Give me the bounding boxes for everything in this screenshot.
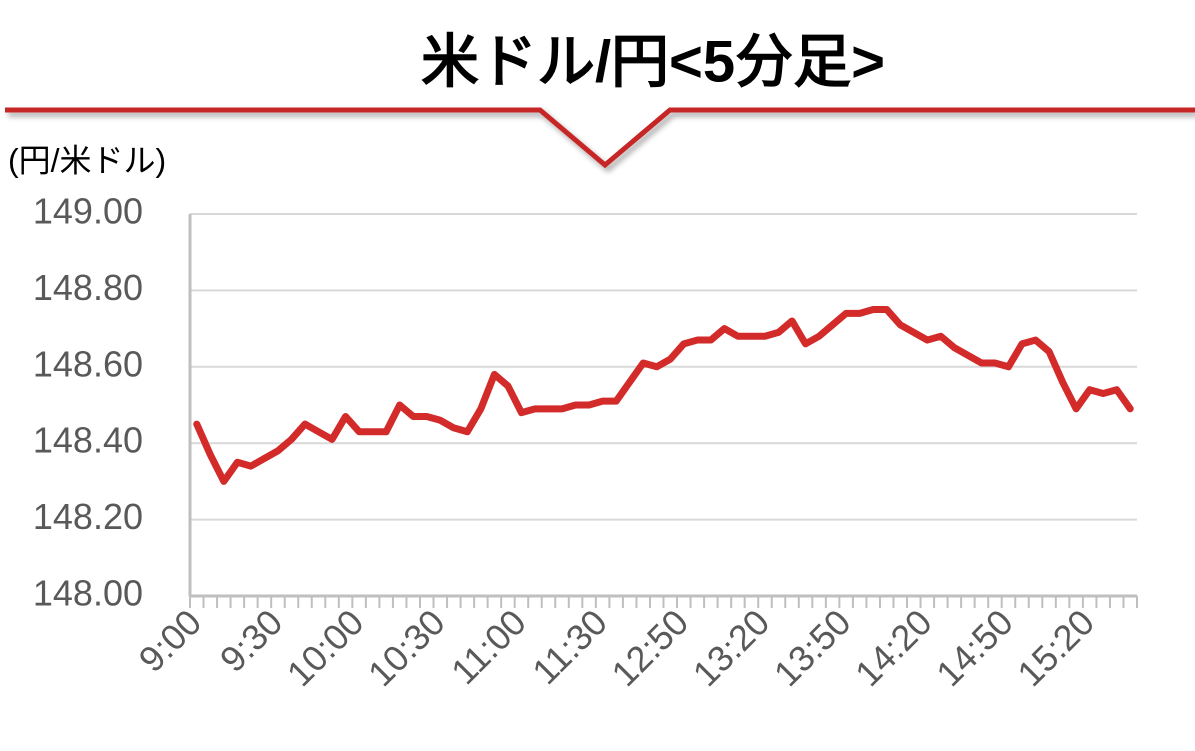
x-tick-label: 10:30 bbox=[360, 601, 453, 694]
x-tick-label: 13:20 bbox=[685, 601, 778, 694]
y-tick-label: 148.20 bbox=[33, 496, 143, 537]
x-tick-label: 14:50 bbox=[928, 601, 1021, 694]
x-tick-label: 15:20 bbox=[1009, 601, 1102, 694]
x-tick-label: 11:00 bbox=[443, 601, 534, 692]
y-axis-label: (円/米ドル) bbox=[8, 142, 166, 178]
y-tick-label: 148.60 bbox=[33, 343, 143, 384]
x-tick-label: 14:20 bbox=[847, 601, 940, 694]
y-tick-label: 148.40 bbox=[33, 420, 143, 461]
x-tick-label: 9:30 bbox=[212, 601, 291, 680]
title-decoration bbox=[5, 107, 1195, 169]
data-line bbox=[193, 306, 1134, 485]
x-tick-label: 11:30 bbox=[524, 601, 615, 692]
y-tick-label: 148.00 bbox=[33, 573, 143, 614]
y-tick-label: 148.80 bbox=[33, 267, 143, 308]
x-tick-label: 10:00 bbox=[279, 601, 372, 694]
chart-title: 米ドル/円<5分足> bbox=[421, 29, 885, 94]
x-tick-label: 12:50 bbox=[603, 601, 696, 694]
y-tick-label: 149.00 bbox=[33, 191, 143, 232]
x-tick-label: 13:50 bbox=[766, 601, 859, 694]
